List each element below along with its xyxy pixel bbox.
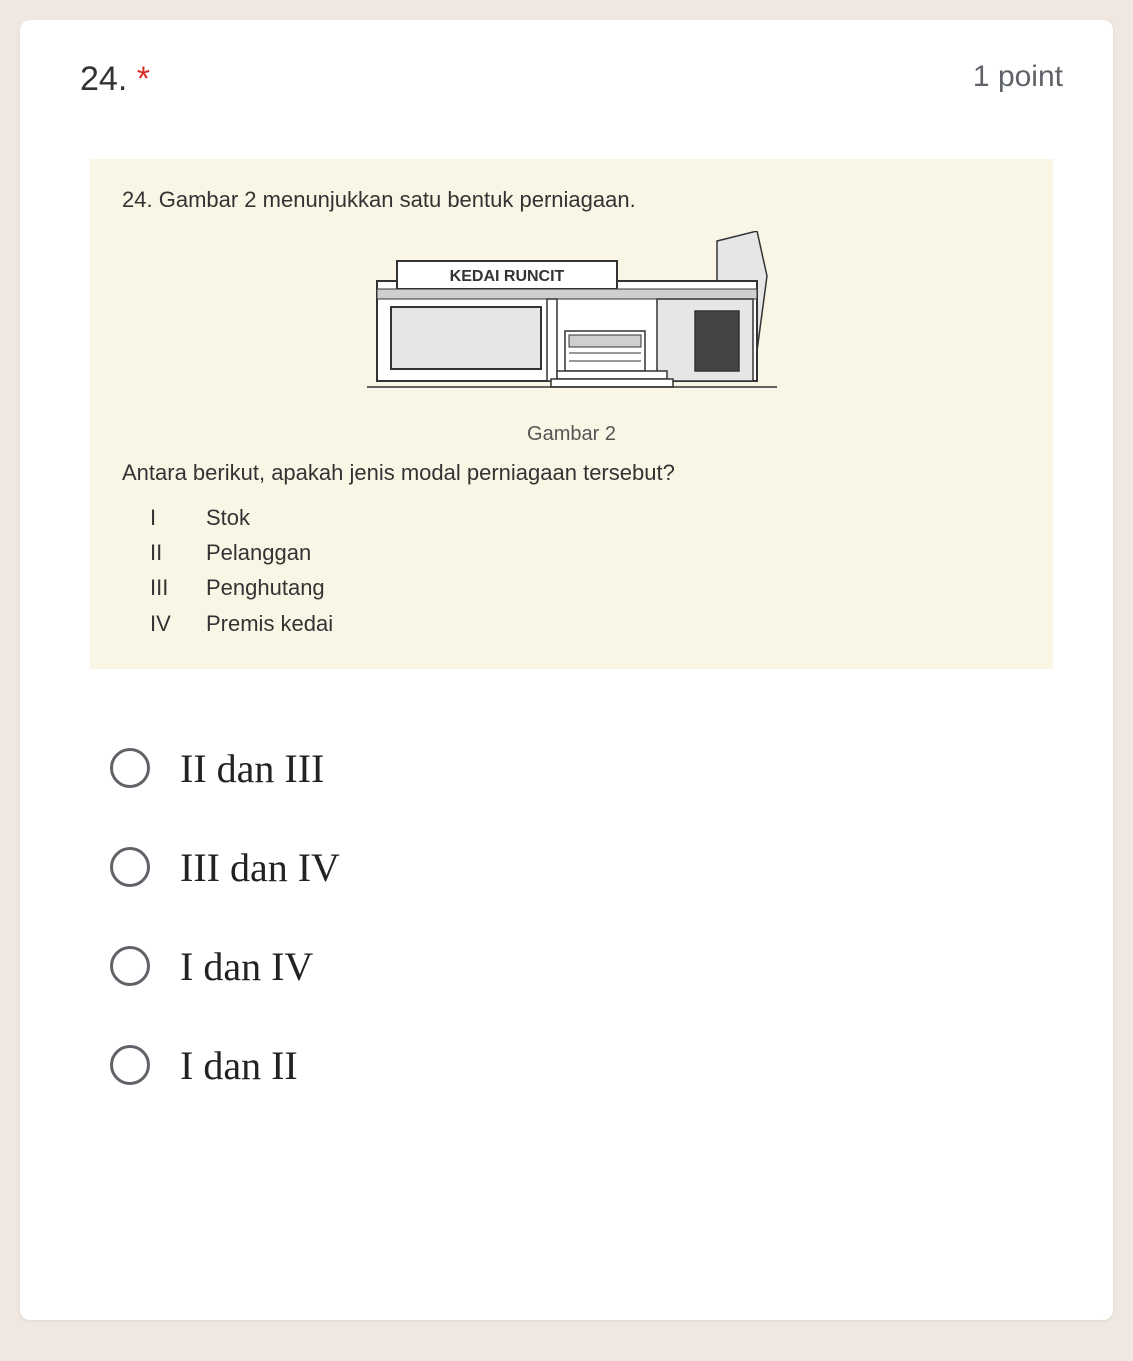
figure-caption: Gambar 2 [122,423,1021,446]
option-label: II dan III [180,745,324,792]
question-card: 24. * 1 point 24. Gambar 2 menunjukkan s… [20,20,1113,1320]
option-label: I dan II [180,1042,298,1089]
list-item: IV Premis kedai [150,606,1021,641]
roman-label: I [150,500,184,535]
answer-options: II dan III III dan IV I dan IV I dan II [110,719,1063,1115]
subquestion: Antara berikut, apakah jenis modal perni… [122,460,1021,486]
question-number-text: 24. [80,60,127,98]
question-number: 24. * [80,60,150,99]
roman-list: I Stok II Pelanggan III Penghutang IV Pr… [150,500,1021,641]
roman-label: III [150,570,184,605]
radio-icon[interactable] [110,847,150,887]
roman-text: Pelanggan [206,535,311,570]
question-prompt-prefix: 24. [122,187,153,212]
required-star: * [137,60,150,98]
roman-text: Premis kedai [206,606,333,641]
roman-label: II [150,535,184,570]
question-box: 24. Gambar 2 menunjukkan satu bentuk per… [90,159,1053,669]
question-prompt-text: Gambar 2 menunjukkan satu bentuk perniag… [159,187,636,212]
roman-text: Stok [206,500,250,535]
list-item: III Penghutang [150,570,1021,605]
list-item: I Stok [150,500,1021,535]
option-label: III dan IV [180,844,340,891]
radio-icon[interactable] [110,1045,150,1085]
option-b[interactable]: III dan IV [110,818,1063,917]
points-label: 1 point [973,60,1063,94]
option-d[interactable]: I dan II [110,1016,1063,1115]
radio-icon[interactable] [110,946,150,986]
roman-label: IV [150,606,184,641]
roman-text: Penghutang [206,570,325,605]
header-row: 24. * 1 point [80,60,1063,99]
shop-sign-text: KEDAI RUNCIT [449,268,564,285]
option-label: I dan IV [180,943,313,990]
shop-illustration: KEDAI RUNCIT [357,231,787,411]
option-c[interactable]: I dan IV [110,917,1063,1016]
list-item: II Pelanggan [150,535,1021,570]
radio-icon[interactable] [110,748,150,788]
question-prompt: 24. Gambar 2 menunjukkan satu bentuk per… [122,187,1021,213]
option-a[interactable]: II dan III [110,719,1063,818]
figure: KEDAI RUNCIT [122,231,1021,446]
